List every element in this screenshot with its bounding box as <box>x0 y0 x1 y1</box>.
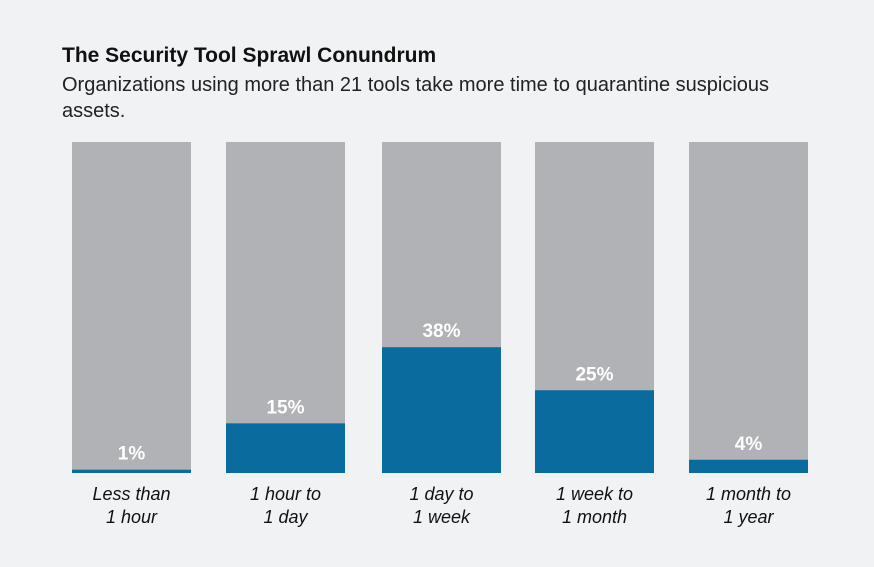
category-label: 1 hour <box>106 507 158 527</box>
category-label: 1 day <box>263 507 308 527</box>
category-labels: Less than 1 hour 1 hour to 1 day 1 day to 1 w… <box>92 484 791 527</box>
category-label: 1 year <box>723 507 774 527</box>
category-label: 1 day to <box>409 484 473 504</box>
value-label: 38% <box>422 321 460 342</box>
bar <box>535 390 654 473</box>
bar-track <box>72 142 191 473</box>
bar-track <box>689 142 808 473</box>
category-label: 1 week to <box>556 484 633 504</box>
category-label: 1 hour to <box>250 484 321 504</box>
chart-subtitle: Organizations using more than 21 tools t… <box>62 74 770 122</box>
bar <box>226 423 345 473</box>
category-label: 1 month to <box>706 484 791 504</box>
category-label: 1 week <box>413 507 471 527</box>
bars <box>72 347 808 473</box>
value-label: 25% <box>575 364 613 385</box>
value-label: 15% <box>266 397 304 418</box>
bar <box>72 469 191 473</box>
chart-title: The Security Tool Sprawl Conundrum <box>62 44 437 67</box>
value-label: 4% <box>735 434 763 455</box>
value-label: 1% <box>118 444 146 465</box>
value-labels: 1% 15% 38% 25% 4% <box>118 321 763 464</box>
category-label: Less than <box>92 484 170 504</box>
bar <box>689 459 808 473</box>
bar <box>382 347 501 473</box>
bar-track <box>226 142 345 473</box>
category-label: 1 month <box>562 507 627 527</box>
